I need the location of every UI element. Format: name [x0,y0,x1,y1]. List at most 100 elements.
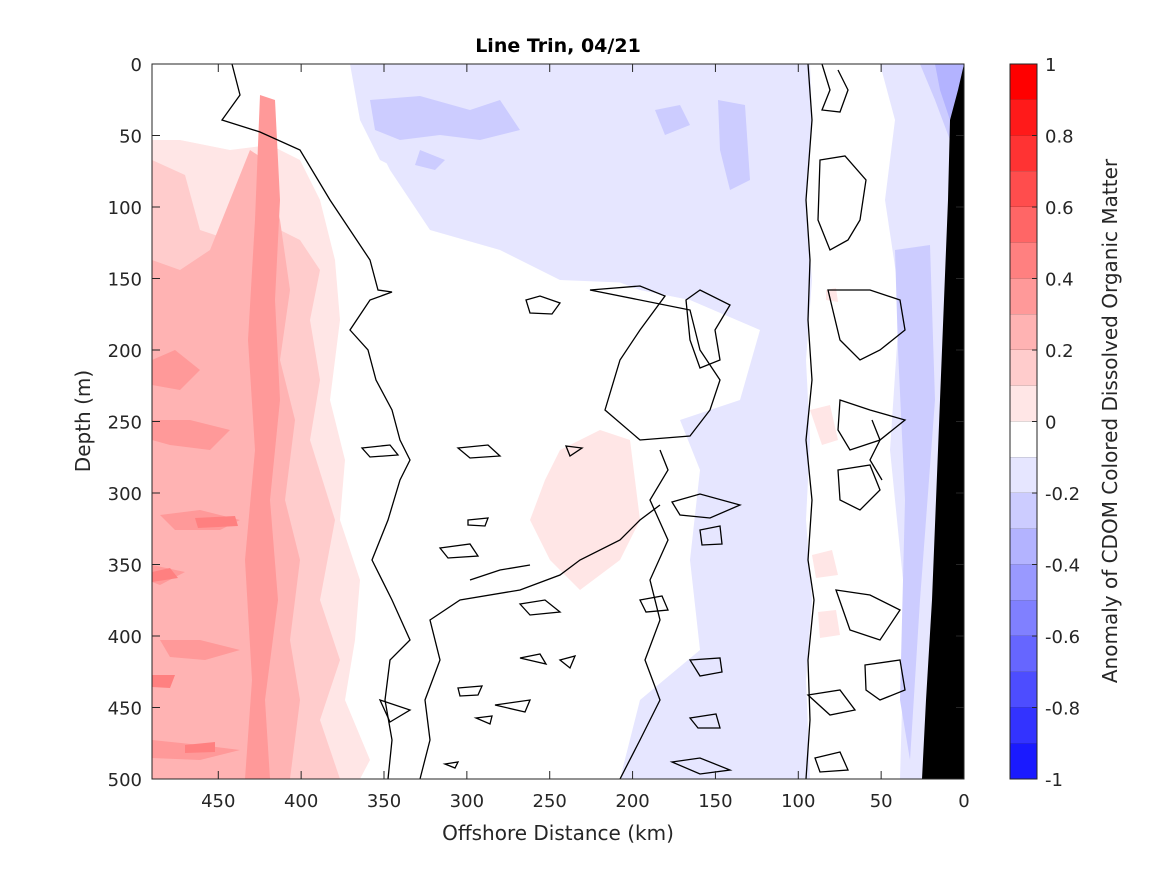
colorbar-band [1010,135,1037,172]
chart-title: Line Trin, 04/21 [475,35,641,57]
x-tick-label: 50 [870,791,893,812]
colorbar-tick-label: 0.4 [1045,270,1074,291]
contour-ring-a [525,295,562,315]
colorbar-tick-label: 0 [1045,413,1056,434]
x-tick-label: 400 [284,791,318,812]
y-tick-label: 0 [131,55,142,76]
contour-ring-b [589,285,721,441]
colorbar-tick-label: 0.2 [1045,341,1074,362]
contour-ring-g [837,464,881,511]
colorbar-band [1010,457,1037,493]
x-tick-label: 100 [781,791,815,812]
colorbar-band [1010,564,1037,601]
red-band-plus-0.4-a [152,350,200,390]
colorbar-band [1010,242,1037,279]
contour-main-east [805,64,815,779]
y-axis-label: Depth (m) [71,370,95,472]
red-band-plus-0.5-b [195,516,238,528]
x-tick-label: 250 [533,791,567,812]
colorbar-tick-label: 0.6 [1045,198,1074,219]
blue-band-minus-0.2-a [370,96,520,140]
colorbar-tick-label: -0.6 [1045,627,1080,648]
colorbar-ticks: 1 0.8 0.6 0.4 0.2 0 -0.2 -0.4 -0.6 -0.8 -1 [1032,55,1080,791]
red-band-plus-0.1-near-a [810,405,838,445]
red-band-plus-0.1-near-c [818,610,840,638]
colorbar-tick-label: -0.8 [1045,699,1080,720]
colorbar-band [1010,671,1037,708]
red-band-plus-0.4-ribbon [245,95,280,779]
colorbar-band [1010,207,1037,243]
contour-ring-e [827,289,906,361]
contour-ring-ac [473,715,493,725]
colorbar-band [1010,278,1037,315]
colorbar-tick-label: 1 [1045,55,1056,76]
colorbar-band [1010,350,1037,386]
contour-ring-o [467,517,489,527]
contour-ring-p [438,543,480,559]
blue-band-minus-0.2-c [655,105,690,135]
contour-ring-w [494,699,532,713]
contour-line-mid-c [469,564,531,581]
colorbar-band [1010,528,1037,565]
x-tick-label: 150 [698,791,732,812]
x-tick-label: 0 [958,791,969,812]
colorbar-band [1010,171,1037,207]
red-band-plus-0.1-mid [530,430,640,590]
contour-ring-v [688,657,723,677]
contour-ring-n [564,445,584,457]
contour-ring-k [814,751,849,773]
y-tick-label: 150 [108,270,142,291]
blue-band-minus-0.3 [935,64,964,120]
colorbar-band [1010,743,1037,779]
colorbar-tick-label: -0.4 [1045,556,1080,577]
contour-main-west [220,64,411,779]
colorbar-band [1010,636,1037,672]
contour-line-mid-a [619,449,669,779]
x-axis: 450 400 350 300 250 200 150 100 50 0 [201,64,970,812]
x-tick-label: 450 [201,791,235,812]
colorbar-band [1010,64,1037,100]
y-axis: 0 50 100 150 200 250 300 350 400 450 500 [108,55,964,791]
y-tick-label: 250 [108,413,142,434]
red-band-plus-0.5-a [152,568,178,582]
contour-ring-i [864,659,906,701]
red-band-plus-0.5-d [185,742,215,753]
contour-ring-y [378,698,412,723]
blue-band-minus-0.2-b [415,150,445,170]
y-tick-label: 450 [108,699,142,720]
colorbar-band [1010,314,1037,350]
red-band-plus-0.4-b [152,420,230,450]
x-tick-label: 300 [450,791,484,812]
contour-ring-x [457,685,484,697]
red-band-plus-0.5-c [152,675,175,688]
contour-ring-ab [669,757,733,775]
y-tick-label: 350 [108,556,142,577]
y-tick-label: 100 [108,198,142,219]
colorbar-tick-label: 0.8 [1045,127,1074,148]
y-tick-label: 50 [119,127,142,148]
y-tick-label: 400 [108,627,142,648]
contour-ring-q [670,493,742,519]
x-axis-label: Offshore Distance (km) [442,821,674,845]
contour-ring-t [558,655,577,670]
x-tick-label: 350 [367,791,401,812]
blue-band-minus-0.2-shelf [895,245,935,760]
contour-ring-aa [442,761,460,769]
colorbar-label: Anomaly of CDOM Colored Dissolved Organi… [1098,158,1122,683]
y-tick-label: 300 [108,484,142,505]
contour-line-near-a [821,64,849,113]
contour-ring-j [806,689,857,716]
colorbar-tick-label: -0.2 [1045,484,1080,505]
colorbar-tick-label: -1 [1045,770,1063,791]
colorbar-band [1010,385,1037,422]
contour-ring-c [685,289,731,369]
y-tick-label: 500 [108,770,142,791]
contour-line-mid-b [419,504,661,779]
bathymetry [922,64,964,779]
zero-contours [220,64,907,779]
contour-line-near-b [869,419,883,481]
colorbar-band [1010,493,1037,529]
contour-ring-m [456,444,502,459]
colorbar-band [1010,707,1037,744]
